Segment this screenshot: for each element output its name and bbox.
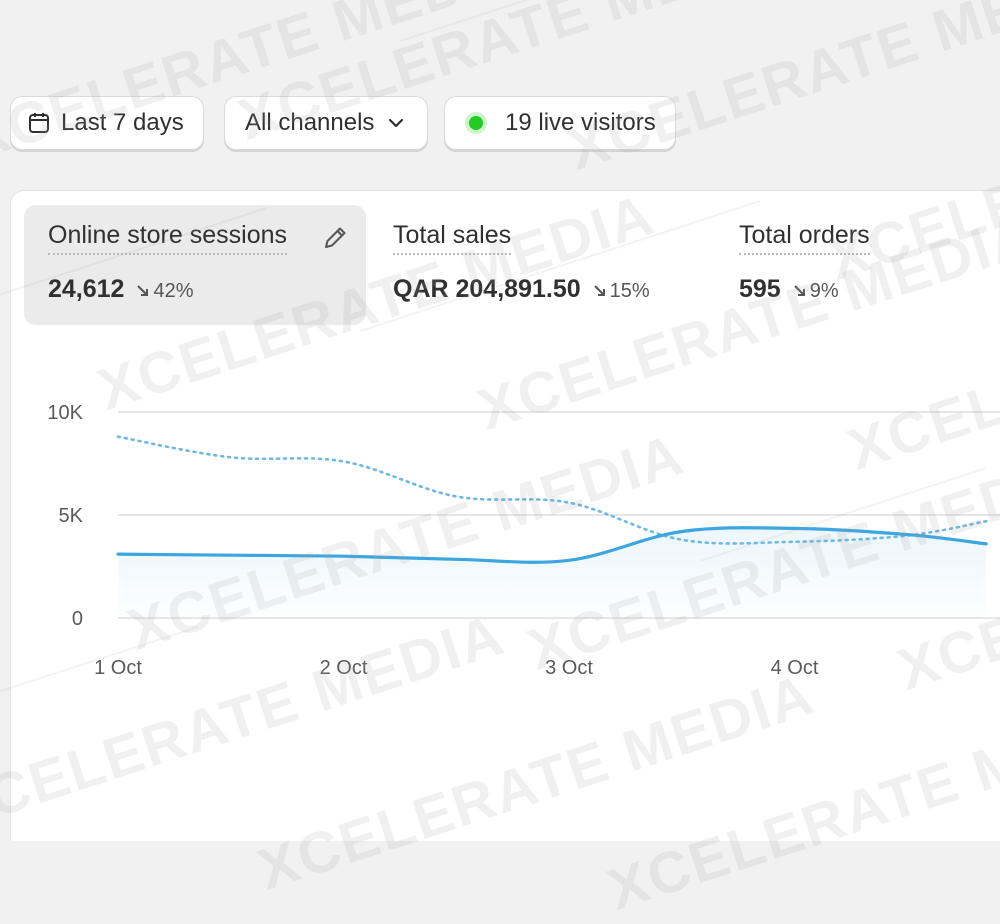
y-tick-label: 5K (59, 505, 84, 527)
metric-sales-change: 15% (593, 280, 650, 302)
pencil-icon[interactable] (320, 223, 350, 253)
live-visitors-label: 19 live visitors (505, 109, 656, 136)
channel-select[interactable]: All channels (224, 96, 428, 150)
calendar-icon (27, 111, 51, 135)
metric-sales-value-row: QAR 204,891.50 15% (393, 275, 650, 304)
metric-sales-label[interactable]: Total sales (393, 221, 512, 255)
watermark-text: XCELERATE MEDIA (560, 0, 1000, 183)
metric-sessions[interactable]: Online store sessions 24,612 42% (24, 205, 366, 325)
metric-sales-change-value: 15% (609, 280, 650, 302)
metric-sales-value: QAR 204,891.50 (393, 275, 581, 303)
trend-down-icon (137, 285, 149, 296)
chevron-down-icon (386, 113, 406, 133)
metric-sessions-change: 42% (136, 280, 194, 302)
x-tick-label: 3 Oct (545, 657, 593, 679)
x-tick-label: 2 Oct (320, 657, 368, 679)
metric-sessions-value-row: 24,612 42% (48, 275, 194, 304)
metric-orders-label[interactable]: Total orders (739, 221, 870, 255)
live-visitors-button[interactable]: 19 live visitors (444, 96, 676, 150)
sessions-line (116, 526, 988, 564)
metric-orders-value-row: 595 9% (739, 275, 839, 304)
live-status-dot (469, 116, 483, 130)
y-tick-label: 0 (72, 608, 83, 630)
analytics-card: Online store sessions 24,612 42% Total sa… (10, 190, 1000, 841)
metric-orders[interactable]: Total orders 595 9% (715, 205, 995, 325)
comparison-line (116, 435, 988, 545)
metric-sales[interactable]: Total sales QAR 204,891.50 15% (369, 205, 709, 325)
metric-orders-value: 595 (739, 275, 781, 303)
y-tick-label: 10K (47, 402, 83, 424)
metric-orders-change: 9% (793, 280, 839, 302)
metric-orders-change-value: 9% (809, 280, 839, 302)
date-range-label: Last 7 days (61, 109, 184, 136)
x-tick-label: 4 Oct (771, 657, 819, 679)
sessions-area (118, 527, 987, 618)
x-tick-label: 1 Oct (94, 657, 142, 679)
channel-label: All channels (245, 109, 375, 136)
trend-down-icon (794, 285, 805, 296)
metric-sessions-change-value: 42% (153, 280, 194, 302)
watermark-rule (400, 0, 972, 42)
sessions-line-chart: 10K 5K 0 1 Oct 2 Oct 3 Oct 4 Oct (47, 402, 1000, 679)
metric-sessions-label[interactable]: Online store sessions (48, 221, 288, 255)
trend-down-icon (593, 285, 605, 296)
metric-sessions-value: 24,612 (48, 275, 125, 303)
date-range-button[interactable]: Last 7 days (10, 96, 204, 150)
